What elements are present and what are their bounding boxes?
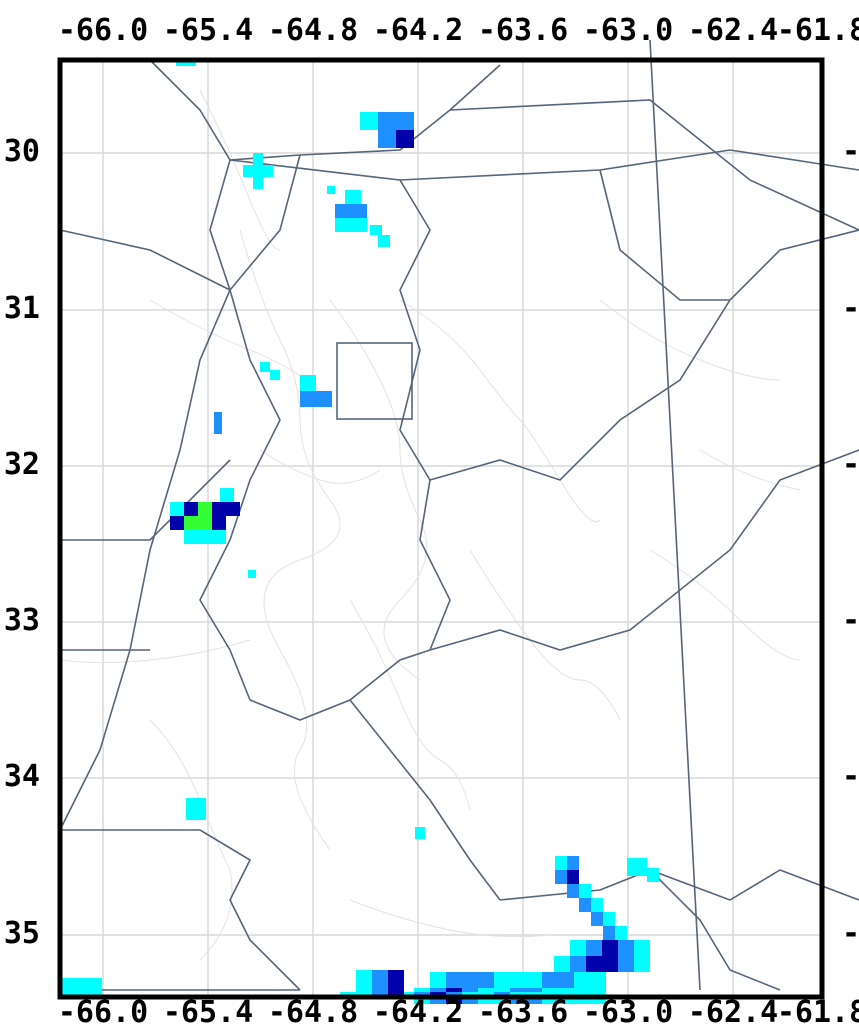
svg-text:-33: -33 — [842, 603, 859, 638]
cluster-north-tiny — [327, 186, 335, 194]
svg-text:-65.4: -65.4 — [163, 13, 253, 48]
svg-text:-34: -34 — [842, 759, 859, 794]
svg-text:-32: -32 — [842, 447, 859, 482]
svg-text:-30: -30 — [842, 134, 859, 169]
svg-text:-35: -35 — [842, 916, 859, 951]
svg-text:-61.8: -61.8 — [777, 13, 859, 48]
svg-text:-64.8: -64.8 — [268, 995, 358, 1030]
svg-text:-64.2: -64.2 — [373, 995, 463, 1030]
svg-text:-31: -31 — [0, 291, 40, 326]
svg-text:-62.4: -62.4 — [688, 13, 778, 48]
cluster-below-main-tiny — [248, 570, 256, 578]
svg-text:-64.8: -64.8 — [268, 13, 358, 48]
svg-text:-63.0: -63.0 — [583, 13, 673, 48]
svg-text:-66.0: -66.0 — [58, 13, 148, 48]
svg-text:-66.0: -66.0 — [58, 995, 148, 1030]
svg-text:-35: -35 — [0, 916, 40, 951]
cluster-far-left — [186, 798, 206, 820]
cluster-tiny-mid — [415, 827, 425, 839]
svg-text:-30: -30 — [0, 134, 40, 169]
map-plot-container: -66.0 -65.4 -64.8 -64.2 -63.6 -63.0 -62.… — [0, 0, 859, 1035]
svg-text:-34: -34 — [0, 759, 40, 794]
cluster-west-tiny — [214, 412, 222, 434]
svg-text:-64.2: -64.2 — [373, 13, 463, 48]
svg-text:-63.6: -63.6 — [478, 995, 568, 1030]
svg-text:-32: -32 — [0, 447, 40, 482]
svg-text:-62.4: -62.4 — [688, 995, 778, 1030]
svg-text:-61.8: -61.8 — [777, 995, 859, 1030]
background-rect — [0, 0, 859, 1035]
svg-text:-65.4: -65.4 — [163, 995, 253, 1030]
top-axis-labels: -66.0 -65.4 -64.8 -64.2 -63.6 -63.0 -62.… — [58, 13, 859, 48]
svg-text:-63.6: -63.6 — [478, 13, 568, 48]
map-svg: -66.0 -65.4 -64.8 -64.2 -63.6 -63.0 -62.… — [0, 0, 859, 1035]
svg-text:-63.0: -63.0 — [583, 995, 673, 1030]
svg-text:-33: -33 — [0, 603, 40, 638]
bottom-axis-labels: -66.0 -65.4 -64.8 -64.2 -63.6 -63.0 -62.… — [58, 995, 859, 1030]
svg-text:-31: -31 — [842, 291, 859, 326]
